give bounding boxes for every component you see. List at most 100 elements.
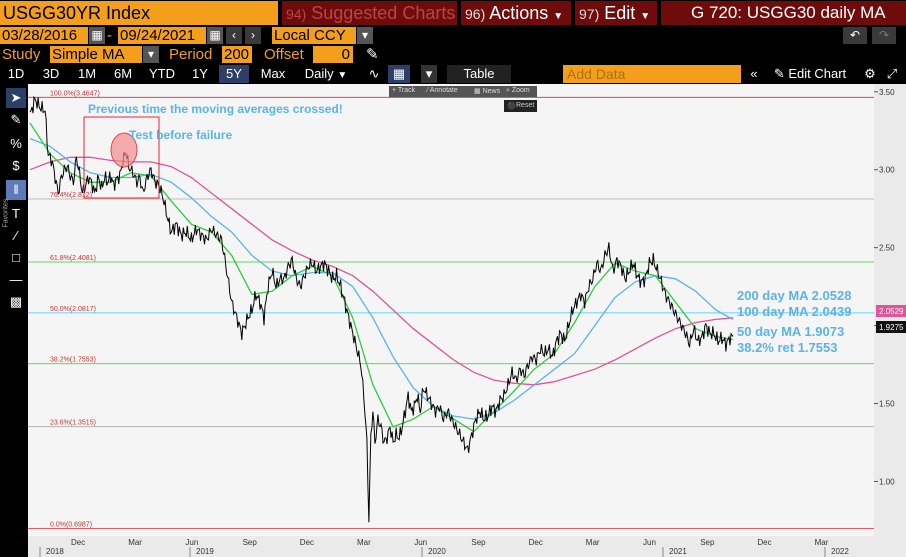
percent-tool-icon[interactable]: % [10, 136, 22, 151]
x-month-label: Jun [185, 538, 198, 547]
price-tag-last [876, 321, 906, 333]
period-5y[interactable]: 5Y [219, 65, 249, 83]
period-6m[interactable]: 6M [113, 66, 133, 81]
table-button[interactable]: Table [447, 65, 511, 83]
calendar-icon[interactable]: ▦ [207, 27, 223, 44]
currency-select[interactable]: Local CCY [272, 27, 356, 44]
annotate-label: Annotate [429, 87, 458, 94]
edit-chart-label: Edit Chart [788, 66, 847, 81]
price-line [29, 95, 734, 523]
add-data-input[interactable]: Add Data [563, 65, 741, 83]
chevron-right-icon[interactable]: › [245, 27, 261, 44]
double-chevron-left-icon[interactable]: « [750, 66, 758, 81]
period-ytd[interactable]: YTD [149, 66, 175, 81]
reset-icon: ⚫ [507, 103, 516, 110]
expand-icon[interactable]: ⤢ [886, 66, 898, 81]
reset-button[interactable]: ⚫ Reset [504, 100, 537, 112]
chevron-down-icon[interactable]: ▾ [357, 27, 373, 44]
fib-label: 100.0%(3.4647) [50, 90, 100, 97]
redo-icon[interactable]: ↷ [872, 27, 896, 44]
y-tick-label: 3.00 [879, 166, 895, 175]
study-select[interactable]: Simple MA [50, 46, 142, 63]
start-date-input[interactable]: 03/28/2016 [0, 27, 88, 44]
annotation-circle[interactable] [110, 132, 138, 168]
period-3d[interactable]: 3D [42, 66, 60, 81]
edit-label: Edit [604, 3, 636, 23]
chart-overlay-menu: + Track ∕ Annotate ▦ News ⌕ Zoom [389, 86, 537, 97]
fibonacci-levels: 100.0%(3.4647) 76.4%(2.812) 61.8%(2.4081) 5… [28, 90, 874, 529]
ma200-label: 200 day MA 2.0528 [737, 288, 851, 303]
fib-label: 50.0%(2.0817) [50, 306, 96, 313]
chart-area[interactable]: 100.0%(3.4647) 76.4%(2.812) 61.8%(2.4081) 5… [28, 84, 906, 557]
x-year-label: 2021 [669, 547, 687, 556]
pencil-icon[interactable]: ✎ [10, 112, 22, 127]
actions-menu[interactable]: 96) Actions ▼ [461, 1, 571, 25]
reset-label: Reset [516, 102, 535, 109]
period-1d[interactable]: 1D [7, 66, 25, 81]
y-tick-label: 2.50 [879, 244, 895, 253]
calendar-icon[interactable]: ▦ [89, 27, 105, 44]
graph-title: G 720: USGG30 daily MA [661, 1, 906, 25]
chevron-down-icon[interactable]: ▾ [421, 65, 437, 83]
period-label: Period [169, 46, 213, 63]
x-month-label: Dec [71, 538, 85, 547]
settings-icon[interactable]: ⚙ [864, 66, 876, 81]
period-input[interactable]: 200 [222, 46, 252, 63]
text-tool-icon[interactable]: T [12, 206, 20, 221]
channel-tool-icon[interactable]: ▩ [9, 294, 23, 309]
annotation-crossed-text[interactable]: Previous time the moving averages crosse… [88, 102, 343, 116]
news-button[interactable]: ▦ News [474, 88, 501, 95]
track-button[interactable]: + Track [392, 87, 416, 94]
news-label: News [482, 88, 501, 95]
horizontal-line-icon[interactable]: — [9, 272, 23, 287]
line-chart-icon[interactable]: ∿ [368, 66, 380, 81]
price-tag-ma200 [876, 305, 906, 317]
caret-down-icon: ▼ [553, 11, 564, 22]
fib-label: 61.8%(2.4081) [50, 255, 96, 262]
chevron-down-icon[interactable]: ▾ [143, 46, 159, 63]
chevron-left-icon[interactable]: ‹ [226, 27, 242, 44]
fib-tool-icon[interactable]: ‖ [6, 180, 26, 200]
undo-icon[interactable]: ↶ [843, 27, 867, 44]
frequency-select[interactable]: Daily ▼ [296, 65, 356, 83]
plot-background [28, 84, 874, 557]
x-year-label: 2018 [46, 547, 64, 556]
x-month-label: Dec [300, 538, 314, 547]
x-axis: Dec Mar Jun Sep Dec Mar Jun Sep Dec Mar Jun Sep Dec M… [39, 538, 849, 557]
price-tag-last-text: 1.9275 [879, 323, 904, 332]
annotation-test-text[interactable]: Test before failure [129, 128, 232, 142]
period-1y[interactable]: 1Y [192, 66, 208, 81]
offset-input[interactable]: 0 [313, 46, 353, 63]
x-axis-background [28, 536, 874, 557]
period-1m[interactable]: 1M [77, 66, 97, 81]
y-axis-background [874, 84, 906, 557]
rectangle-tool-icon[interactable]: □ [12, 250, 20, 265]
end-date-input[interactable]: 09/24/2021 [118, 27, 206, 44]
period-max[interactable]: Max [260, 66, 286, 81]
cursor-icon[interactable]: ➤ [6, 88, 26, 108]
pencil-icon[interactable]: ✎ [366, 46, 379, 63]
x-month-label: Sep [700, 538, 715, 547]
fib-label: 76.4%(2.812) [50, 192, 92, 199]
dollar-tool-icon[interactable]: $ [12, 158, 20, 173]
suggested-charts-button[interactable]: 94) Suggested Charts [282, 1, 457, 25]
fib-ret-label: 38.2% ret 1.7553 [737, 340, 837, 355]
annotation-rectangle[interactable] [83, 116, 160, 199]
trendline-icon[interactable]: ∕ [14, 228, 18, 243]
study-label: Study [2, 46, 41, 63]
x-month-label: Jun [414, 538, 427, 547]
x-month-label: Dec [529, 538, 543, 547]
y-tick-label: 1.00 [879, 477, 895, 486]
edit-chart-button[interactable]: ✎ Edit Chart [765, 65, 855, 83]
x-year-label: 2019 [196, 547, 214, 556]
ticker-field[interactable]: USGG30YR Index [0, 1, 278, 25]
date-separator: - [107, 27, 112, 44]
edit-menu[interactable]: 97) Edit ▼ [575, 1, 657, 25]
zoom-button[interactable]: ⌕ Zoom [506, 87, 530, 94]
favorites-tab[interactable]: Favorites [2, 198, 10, 228]
title-bar: USGG30YR Index 94) Suggested Charts 96) … [0, 0, 906, 26]
annotate-button[interactable]: ∕ Annotate [427, 87, 458, 94]
bar-chart-icon[interactable]: ▦ [388, 65, 410, 83]
fib-label: 0.0%(0.6987) [50, 521, 92, 528]
